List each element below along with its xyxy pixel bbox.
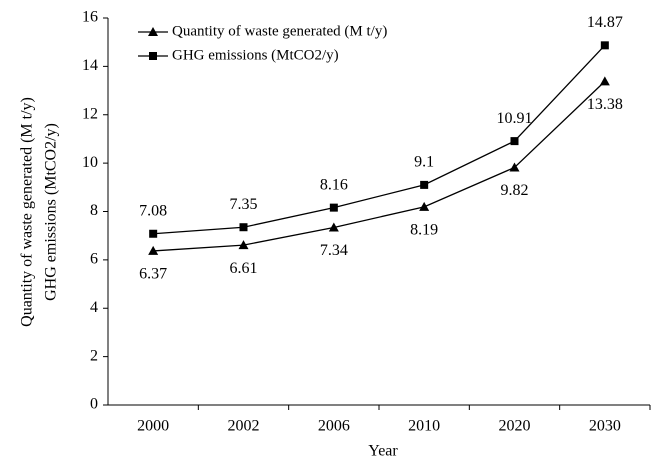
y-axis-label: GHG emissions (MtCO2/y) bbox=[43, 123, 60, 301]
marker bbox=[149, 229, 158, 238]
x-axis-label: Year bbox=[368, 443, 398, 460]
y-tick-label: 14 bbox=[82, 57, 98, 74]
marker bbox=[329, 203, 338, 212]
marker bbox=[238, 240, 249, 250]
y-tick-label: 8 bbox=[90, 202, 98, 219]
marker bbox=[239, 223, 248, 232]
marker bbox=[148, 245, 159, 255]
legend-marker bbox=[148, 27, 158, 36]
data-label: 8.16 bbox=[320, 176, 348, 193]
x-tick-label: 2006 bbox=[318, 418, 350, 435]
legend-label: GHG emissions (MtCO2/y) bbox=[172, 47, 339, 63]
x-tick-label: 2030 bbox=[589, 418, 621, 435]
y-axis-label: Quantity of waste generated (M t/y) bbox=[19, 97, 36, 327]
marker bbox=[328, 222, 339, 232]
marker bbox=[420, 180, 429, 189]
legend-label: Quantity of waste generated (M t/y) bbox=[172, 23, 387, 39]
y-tick-label: 10 bbox=[82, 154, 98, 171]
x-tick-label: 2002 bbox=[228, 418, 260, 435]
data-label: 7.08 bbox=[139, 202, 167, 219]
marker bbox=[509, 162, 520, 172]
data-label: 9.1 bbox=[414, 154, 434, 171]
x-tick-label: 2020 bbox=[499, 418, 531, 435]
marker bbox=[600, 41, 609, 50]
marker bbox=[510, 137, 519, 146]
data-label: 9.82 bbox=[501, 182, 529, 199]
y-tick-label: 2 bbox=[90, 347, 98, 364]
data-label: 14.87 bbox=[587, 14, 623, 31]
legend-marker bbox=[149, 52, 157, 60]
data-label: 8.19 bbox=[410, 222, 438, 239]
y-tick-label: 12 bbox=[82, 105, 98, 122]
marker bbox=[599, 76, 610, 86]
y-tick-label: 6 bbox=[90, 251, 98, 268]
data-label: 7.35 bbox=[230, 196, 258, 213]
y-tick-label: 0 bbox=[90, 396, 98, 413]
data-label: 13.38 bbox=[587, 96, 623, 113]
marker bbox=[419, 201, 430, 211]
y-tick-label: 16 bbox=[82, 9, 98, 26]
data-label: 10.91 bbox=[497, 110, 533, 127]
x-tick-label: 2000 bbox=[137, 418, 169, 435]
x-tick-label: 2010 bbox=[408, 418, 440, 435]
data-label: 6.61 bbox=[230, 260, 258, 277]
data-label: 7.34 bbox=[320, 242, 348, 259]
data-label: 6.37 bbox=[139, 266, 167, 283]
line bbox=[153, 80, 606, 252]
line bbox=[153, 44, 606, 235]
y-tick-label: 4 bbox=[90, 299, 98, 316]
